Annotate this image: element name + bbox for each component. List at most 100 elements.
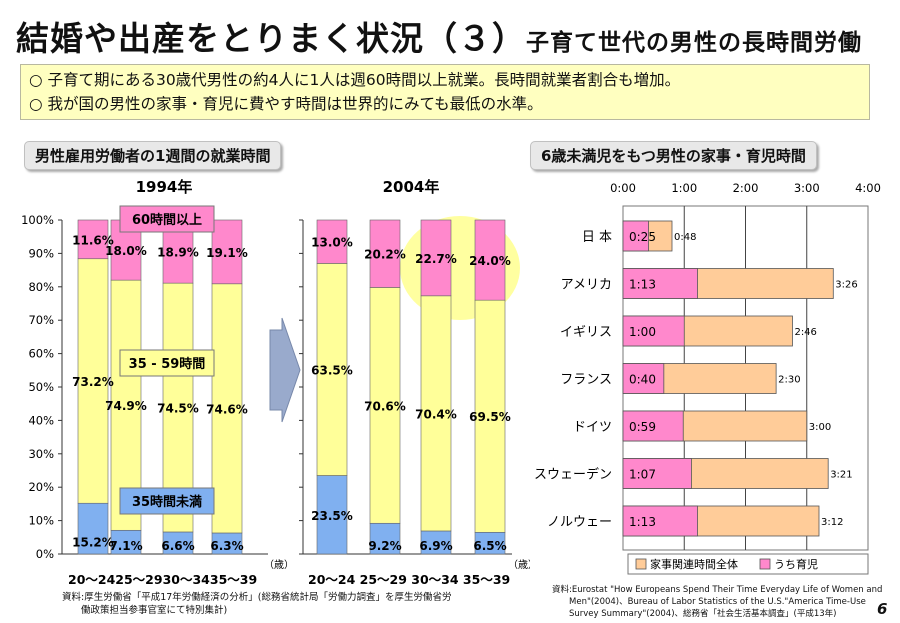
x-unit-label: （歳） [508,559,530,571]
series-callout-label: 35時間未満 [132,494,202,510]
y-tick-label: 90% [28,246,54,260]
category-label: ノルウェー [547,515,612,530]
bar-segment [369,287,401,524]
y-tick-label: 0% [36,547,54,561]
series-callout-box [119,205,215,233]
y-tick-label: 100% [21,213,54,227]
source-note-right: 資料:Eurostat "How Europeans Spend Their T… [552,584,882,620]
summary-line: ○ 我が国の男性の家事・育児に費やす時間は世界的にみても最低の水準。 [29,95,543,113]
bar-childcare [622,268,698,299]
page-title: 結婚や出産をとりまく状況（３）子育て世代の男性の長時間労働 [16,12,862,60]
data-label: 7.1% [109,539,142,553]
data-label-childcare: 0:59 [629,420,656,434]
bar-childcare [622,505,698,537]
bar-segment [211,283,243,534]
source-line: Survey Summary"(2004)、総務省「社会生活基本調査」(平成13… [552,609,837,619]
category-label: イギリス [560,325,612,340]
data-label: 73.2% [72,375,114,389]
data-label: 63.5% [311,363,353,377]
bar-segment [316,475,348,555]
bar-segment [474,219,506,301]
bar-segment [420,295,452,532]
bar-segment [474,299,506,533]
y-tick-label: 20% [28,480,54,494]
x-tick-label: 0:00 [610,181,636,195]
page-number: 6 [877,600,888,618]
data-label: 6.5% [473,539,506,553]
data-label: 20.2% [364,248,406,262]
series-callout-box [119,349,215,377]
data-label: 9.2% [368,539,401,553]
source-line: 資料:Eurostat "How Europeans Spend Their T… [552,585,883,595]
x-unit-label: （歳） [264,559,294,571]
summary-box: ○ 子育て期にある30歳代男性の約4人に1人は週60時間以上就業。長時間就業者割… [20,64,870,120]
data-label: 6.6% [161,539,194,553]
data-label-total: 2:46 [794,327,816,338]
data-label: 69.5% [469,410,511,424]
category-label: フランス [560,373,612,388]
data-label: 74.5% [157,402,199,416]
arrow-shape [269,317,301,423]
data-label: 6.3% [210,539,243,553]
x-tick-label: 2:00 [733,181,759,195]
bar-segment [369,219,401,288]
group-label: 1994年 [136,178,193,196]
x-tick-label: 1:00 [671,181,697,195]
left-section-label: 男性雇用労働者の1週間の就業時間 [24,141,282,170]
x-tick-label: 4:00 [855,181,881,195]
y-tick-label: 40% [28,413,54,427]
legend-box [627,553,869,575]
bar-segment [420,219,452,297]
source-line: 働政策担当参事官室にて特別集計) [62,605,228,616]
data-label-total: 3:12 [821,517,843,528]
data-label-total: 3:26 [835,280,857,291]
bar-segment [369,522,401,555]
data-label: 6.9% [419,539,452,553]
bar-segment [316,263,348,476]
data-label: 22.7% [415,252,457,266]
data-label-childcare: 0:25 [629,230,656,244]
data-label-childcare: 1:13 [629,278,656,292]
bar-childcare [622,220,649,252]
bar-segment [211,219,243,285]
data-label-childcare: 1:13 [629,515,656,529]
bar-segment [77,219,109,260]
data-label-total: 3:00 [809,422,831,433]
data-label-childcare: 1:00 [629,325,656,339]
legend-label: うち育児 [774,557,818,571]
data-label: 19.1% [206,246,248,260]
source-line: 資料:厚生労働省「平成17年労働経済の分析」(総務省統計局「労働力調査」を厚生労… [62,592,452,603]
data-label: 13.0% [311,236,353,250]
source-note-left: 資料:厚生労働省「平成17年労働経済の分析」(総務省統計局「労働力調査」を厚生労… [62,591,452,617]
data-label-total: 0:48 [674,232,696,243]
bar-segment [77,502,109,555]
data-label-total: 3:21 [830,470,852,481]
summary-line: ○ 子育て期にある30歳代男性の約4人に1人は週60時間以上就業。長時間就業者割… [29,71,681,89]
x-tick-label: 20～2425～2930～3435～39 [68,572,257,587]
category-label: 日 本 [582,230,612,245]
legend-swatch [635,558,647,570]
y-tick-label: 10% [28,514,54,528]
data-label: 74.6% [206,402,248,416]
data-label: 15.2% [72,536,114,550]
title-main: 結婚や出産をとりまく状況（３） [16,19,526,58]
data-label: 70.6% [364,399,406,413]
data-label: 11.6% [72,233,114,247]
bar-childcare [622,458,692,489]
legend-swatch [759,558,771,570]
group-label: 2004年 [383,178,440,196]
legend-label: 家事関連時間全体 [650,557,738,571]
category-label: スウェーデン [534,467,612,483]
data-label-childcare: 0:40 [629,373,656,387]
y-tick-label: 30% [28,447,54,461]
data-label: 18.9% [157,246,199,260]
bar-childcare [622,410,684,442]
data-label: 18.0% [105,244,147,258]
category-label: ドイツ [573,420,612,435]
data-label-total: 2:30 [778,375,800,386]
data-label-childcare: 1:07 [629,468,656,482]
data-label: 23.5% [311,509,353,523]
bar-childcare [622,315,685,347]
data-label: 70.4% [415,407,457,421]
y-tick-label: 70% [28,313,54,327]
